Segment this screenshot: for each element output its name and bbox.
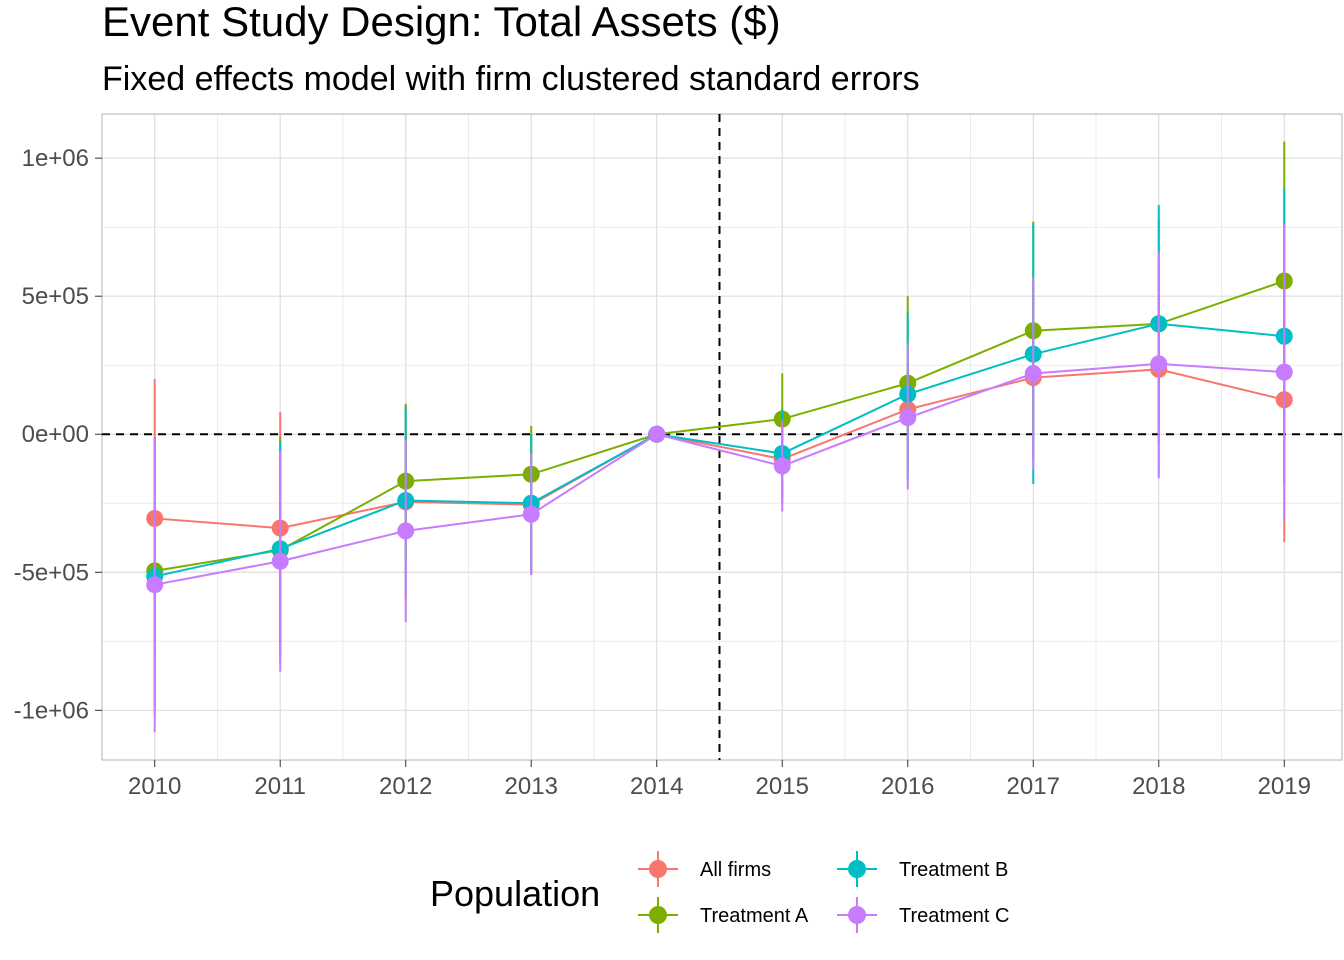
panel-border <box>101 113 1343 761</box>
y-tick-label: 1e+06 <box>22 145 89 172</box>
data-point <box>899 409 917 427</box>
legend-label: Treatment C <box>899 905 1009 927</box>
x-tick-label: 2011 <box>254 773 306 800</box>
series-line <box>154 280 1285 572</box>
legend-item-treatment-a: Treatment A <box>638 897 809 933</box>
series-line <box>154 362 1285 586</box>
grid <box>102 114 1342 760</box>
x-tick-label: 2014 <box>630 773 683 800</box>
legend-label: Treatment B <box>899 859 1008 881</box>
x-tick-label: 2013 <box>505 773 558 800</box>
x-tick-label: 2012 <box>379 773 432 800</box>
data-point <box>648 425 666 443</box>
x-tick-label: 2019 <box>1258 773 1311 800</box>
legend-item-treatment-c: Treatment C <box>837 897 1009 933</box>
reference-lines <box>102 114 1342 760</box>
x-tick-label: 2015 <box>756 773 809 800</box>
x-tick-label: 2010 <box>128 773 181 800</box>
axis-ticks: 2010 2011 2012 2013 2014 2015 2016 2017 2018 2019… <box>14 145 1311 800</box>
series-line <box>154 322 1285 578</box>
legend-key-point <box>848 906 866 924</box>
x-tick-label: 2017 <box>1007 773 1060 800</box>
legend-key-point <box>649 860 667 878</box>
legend-item-treatment-b: Treatment B <box>837 851 1008 887</box>
data-point <box>1275 363 1293 381</box>
data-point <box>773 457 791 475</box>
data-point <box>271 552 289 570</box>
series-treatment-c <box>146 224 1293 733</box>
x-tick-label: 2018 <box>1132 773 1185 800</box>
chart-subtitle: Fixed effects model with firm clustered … <box>102 60 920 98</box>
series-layer <box>146 141 1293 733</box>
x-tick-label: 2016 <box>881 773 934 800</box>
legend-key-point <box>649 906 667 924</box>
data-point <box>397 522 415 540</box>
data-point <box>1024 365 1042 383</box>
data-point <box>1150 355 1168 373</box>
legend-item-all-firms: All firms <box>638 851 771 887</box>
legend-label: All firms <box>700 859 771 881</box>
data-point <box>522 505 540 523</box>
y-tick-label: 0e+00 <box>22 421 89 448</box>
legend: Population All firms Treatment A Treatment… <box>430 851 1009 933</box>
data-point <box>146 576 164 594</box>
legend-key-point <box>848 860 866 878</box>
chart-title: Event Study Design: Total Assets ($) <box>102 0 781 45</box>
y-tick-label: 5e+05 <box>22 283 89 310</box>
legend-label: Treatment A <box>700 905 809 927</box>
y-tick-label: -1e+06 <box>14 697 89 724</box>
y-tick-label: -5e+05 <box>14 559 89 586</box>
legend-title: Population <box>430 873 600 914</box>
